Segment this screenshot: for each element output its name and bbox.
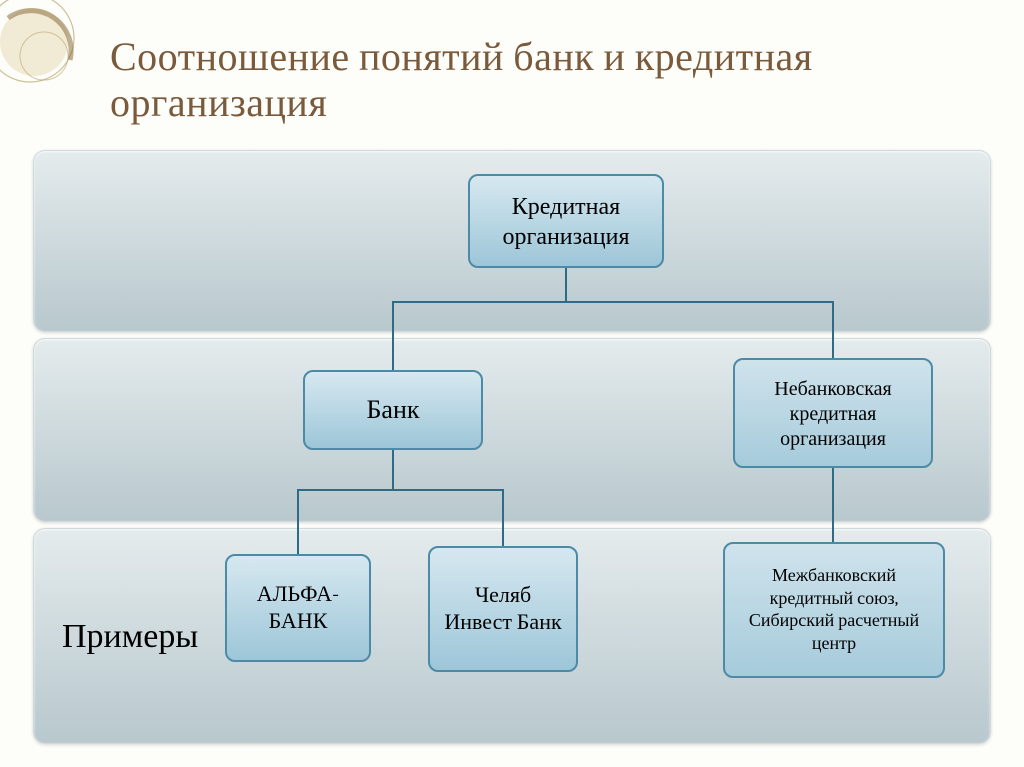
node-mks: Межбанковский кредитный союз, Сибирский …: [723, 542, 945, 678]
nodes-layer: Кредитная организация Банк Небанковская кр…: [33, 150, 991, 740]
slide-title: Соотношение понятий банк и кредитная орг…: [110, 34, 930, 126]
corner-ornament: [0, 0, 100, 120]
node-bank: Банк: [303, 370, 483, 450]
node-chelyab: Челяб Инвест Банк: [428, 546, 578, 672]
node-alfa: АЛЬФА-БАНК: [225, 554, 371, 662]
node-nonbank: Небанковская кредитная организация: [733, 358, 933, 468]
node-root: Кредитная организация: [468, 174, 664, 268]
